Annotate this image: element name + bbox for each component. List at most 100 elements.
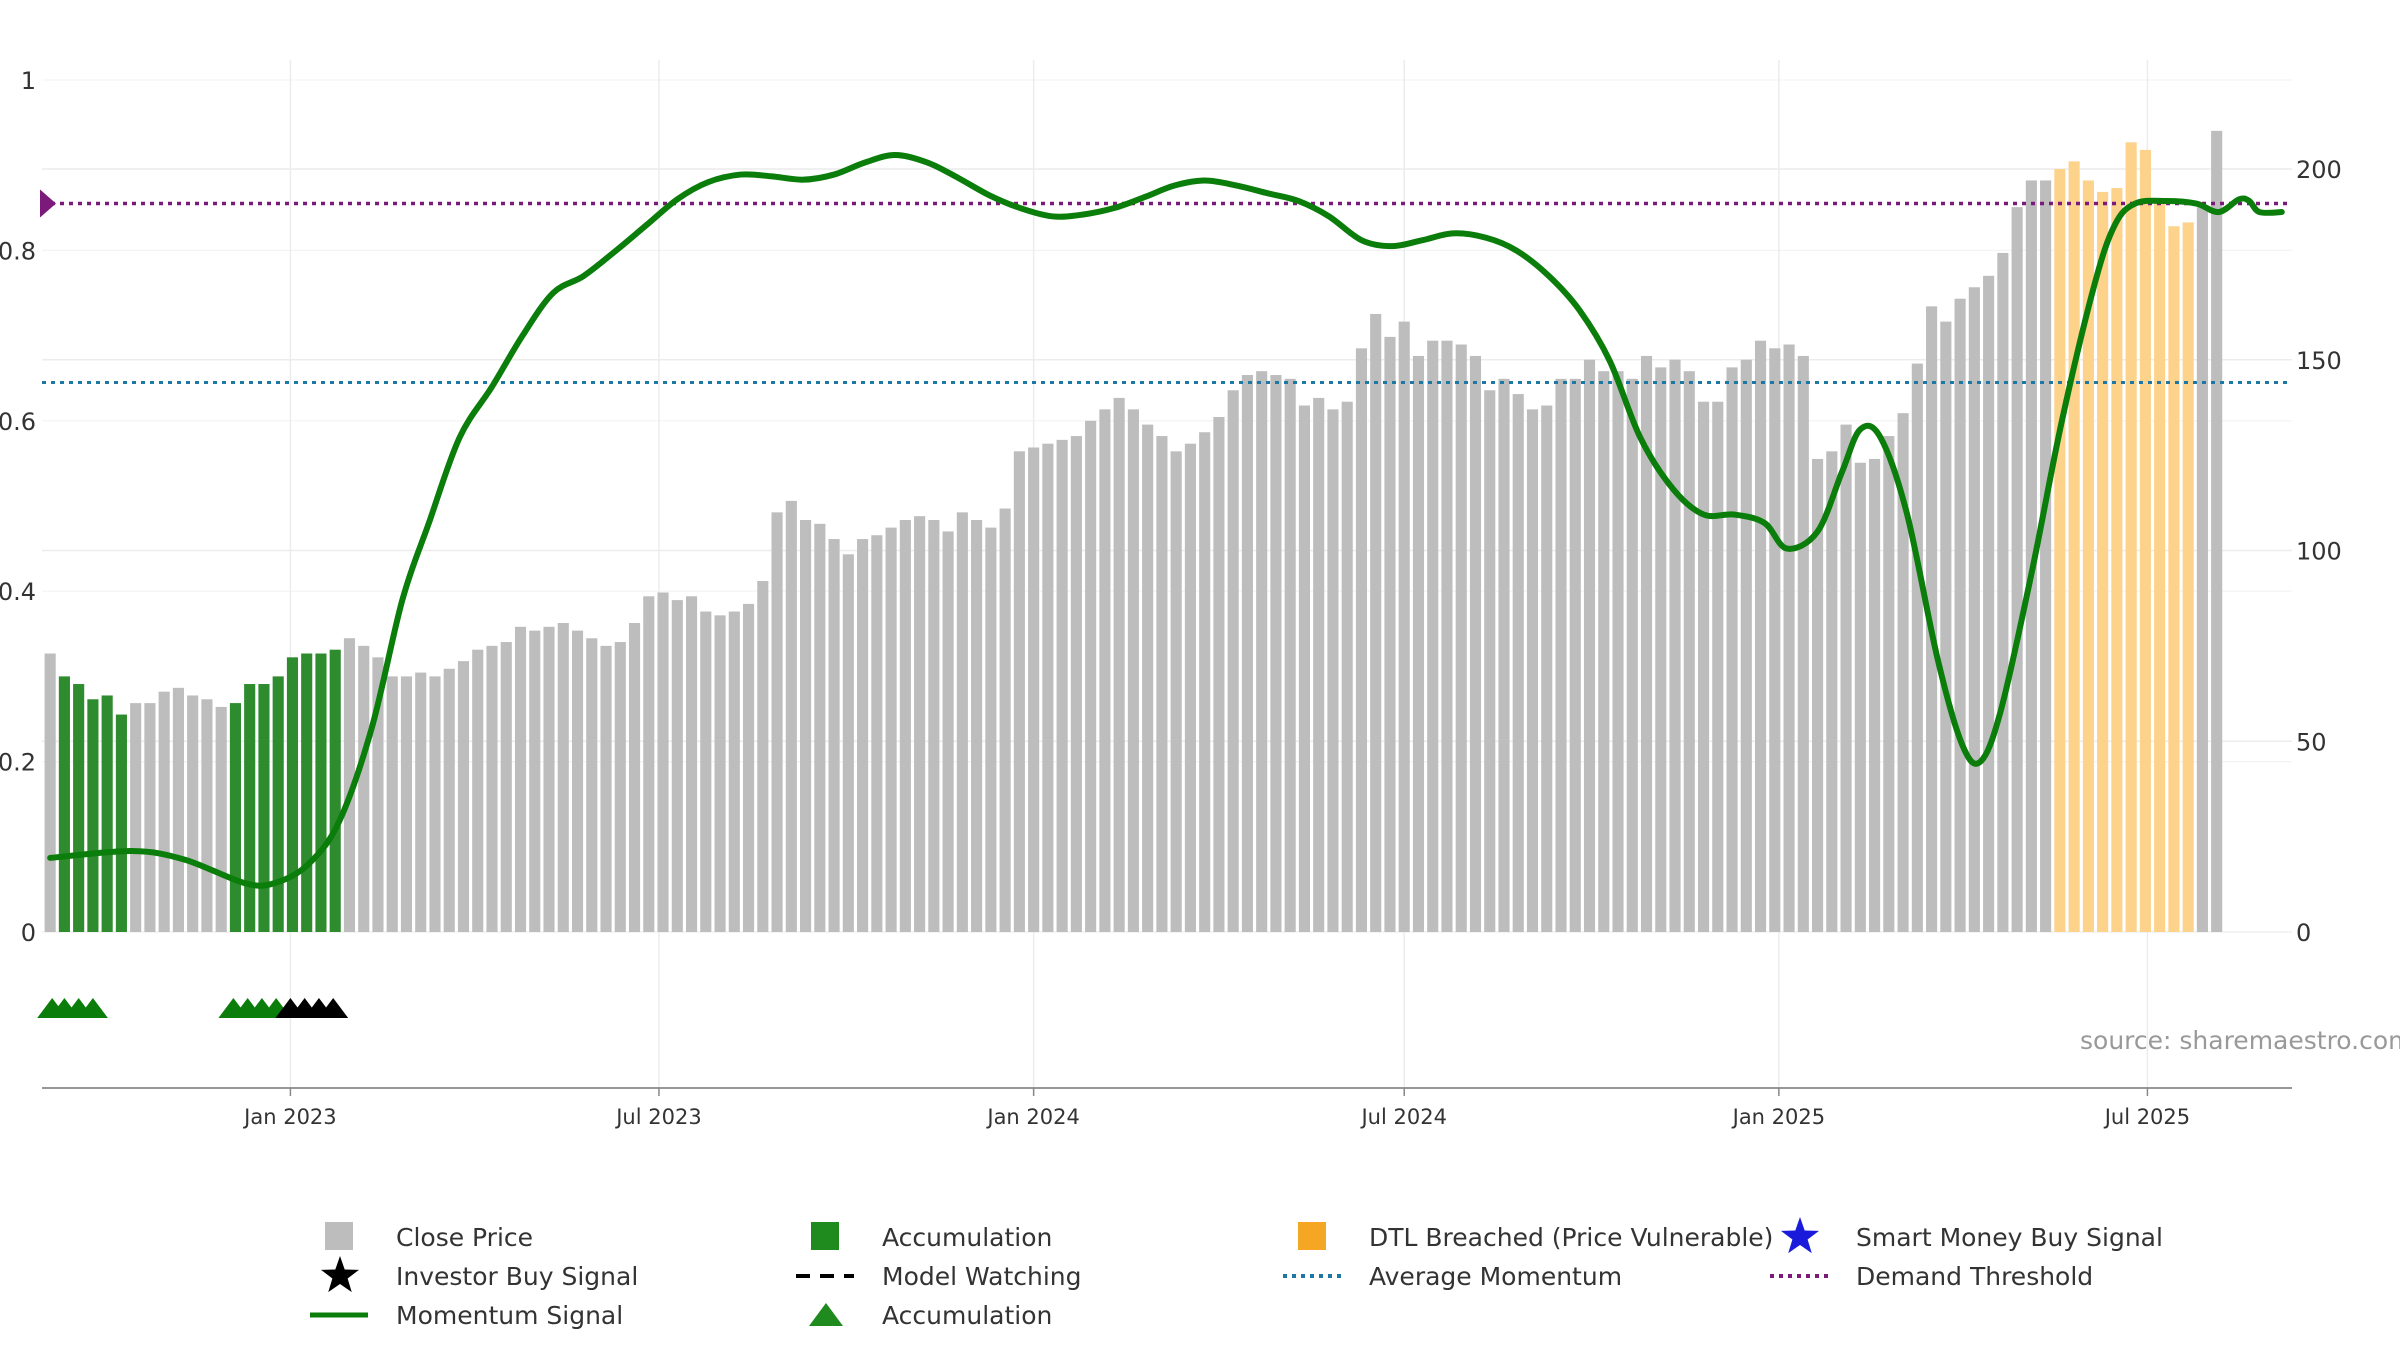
close-price-bar: [1683, 371, 1695, 932]
legend-triangle-icon: [809, 1303, 843, 1326]
accumulation-bar: [272, 676, 284, 932]
dtl-breached-bar: [2125, 142, 2137, 933]
dtl-breached-bar: [2182, 222, 2194, 932]
close-price-bar: [1854, 462, 1866, 932]
close-price-bar: [1968, 287, 1980, 932]
dtl-breached-bar: [2097, 191, 2109, 932]
close-price-bar: [971, 519, 983, 932]
dtl-breached-bar: [2168, 226, 2180, 933]
close-price-bar: [1028, 447, 1040, 932]
close-price-bar: [1598, 371, 1610, 932]
close-price-bar: [1170, 451, 1182, 932]
legend-item: DTL Breached (Price Vulnerable): [1298, 1222, 1773, 1252]
x-tick-label: Jan 2024: [985, 1105, 1080, 1129]
accumulation-bar: [329, 649, 341, 932]
accumulation-bar: [73, 684, 85, 932]
close-price-bar: [2196, 207, 2208, 932]
close-price-bar: [1370, 313, 1382, 933]
axes: Jan 2023 Jul 2023 Jan 2024 Jul 2024 Jan 2025…: [0, 67, 2342, 1129]
close-price-bar: [2040, 180, 2052, 932]
close-price-bar: [771, 512, 783, 932]
close-price-bar: [1526, 409, 1539, 933]
close-price-bar: [857, 539, 869, 932]
close-price-bar: [1655, 367, 1667, 932]
close-price-bar: [1441, 340, 1453, 932]
dtl-breached-bar: [2068, 161, 2080, 932]
close-price-bar: [1341, 401, 1353, 933]
close-price-bar: [1085, 420, 1097, 932]
legend-label: DTL Breached (Price Vulnerable): [1369, 1223, 1773, 1252]
accumulation-bar: [301, 653, 313, 932]
close-price-bar: [1911, 363, 1923, 932]
close-price-bar: [828, 539, 840, 932]
legend-square-icon: [1298, 1222, 1326, 1250]
close-price-bar: [144, 703, 156, 932]
close-price-bar: [358, 645, 370, 932]
close-price-bar: [985, 527, 997, 932]
signal-markers: [37, 998, 349, 1018]
close-price-bar: [1427, 340, 1439, 932]
legend-label: Model Watching: [882, 1262, 1082, 1291]
close-price-bar: [457, 661, 470, 932]
x-tick-label: Jan 2023: [242, 1105, 337, 1129]
legend-item: Investor Buy Signal: [320, 1256, 638, 1293]
close-price-bar: [1469, 355, 1482, 932]
legend-square-icon: [811, 1222, 839, 1250]
close-price-bar: [1783, 344, 1795, 932]
close-price-bar: [842, 554, 854, 932]
y-left-tick-label: 0: [21, 919, 36, 947]
close-price-bar: [1569, 378, 1581, 932]
close-price-bar: [571, 630, 584, 932]
legend-item: Demand Threshold: [1770, 1262, 2093, 1291]
close-price-bar: [2211, 130, 2223, 933]
close-price-bar: [999, 508, 1011, 932]
close-price-bar: [215, 706, 227, 932]
close-price-bar: [500, 642, 512, 932]
close-price-bar: [1754, 340, 1767, 932]
legend-item: Momentum Signal: [310, 1301, 623, 1330]
close-price-bar: [201, 699, 213, 932]
y-left-tick-label: 1: [21, 67, 36, 95]
legend-label: Demand Threshold: [1856, 1262, 2093, 1291]
legend-label: Smart Money Buy Signal: [1856, 1223, 2163, 1252]
y-right-tick-label: 100: [2296, 538, 2342, 566]
close-price-bar: [1056, 439, 1068, 932]
close-price-bar: [800, 519, 812, 932]
legend-label: Accumulation: [882, 1301, 1052, 1330]
legend-item: Close Price: [325, 1222, 533, 1252]
close-price-bar: [1355, 348, 1368, 932]
x-tick-label: Jul 2023: [614, 1105, 701, 1129]
dtl-breached-bar: [2154, 203, 2166, 932]
close-price-bar: [1869, 458, 1881, 932]
close-price-bar: [1398, 321, 1410, 933]
close-price-bar: [1384, 336, 1396, 932]
close-price-bar: [1142, 424, 1154, 932]
close-price-bar: [1669, 359, 1681, 932]
close-price-bar: [885, 527, 897, 932]
close-price-bar: [714, 615, 726, 932]
legend-label: Close Price: [396, 1223, 533, 1252]
close-price-bar: [657, 592, 669, 932]
close-price-bar: [899, 519, 911, 932]
close-price-bar: [586, 638, 598, 932]
close-price-bar: [1013, 451, 1025, 932]
legend-item: Model Watching: [796, 1262, 1082, 1291]
close-price-bar: [871, 535, 883, 932]
reference-lines: [40, 189, 2292, 384]
close-price-bar: [942, 531, 954, 932]
close-price-bar: [400, 676, 413, 932]
close-price-bar: [1769, 348, 1781, 932]
close-price-bar: [1113, 397, 1125, 932]
close-price-bar: [1612, 371, 1624, 932]
close-price-bar: [1227, 390, 1239, 932]
close-price-bar: [158, 691, 170, 932]
legend-item: Accumulation: [809, 1301, 1052, 1330]
close-price-bar: [685, 596, 698, 932]
close-price-bar: [928, 519, 940, 932]
close-price-bar: [1983, 275, 1995, 932]
close-price-bar: [1740, 359, 1752, 932]
demand-threshold-marker: [40, 189, 56, 218]
close-price-bar: [1313, 397, 1325, 932]
close-price-bar: [1626, 378, 1638, 932]
close-price-bar: [643, 596, 655, 932]
